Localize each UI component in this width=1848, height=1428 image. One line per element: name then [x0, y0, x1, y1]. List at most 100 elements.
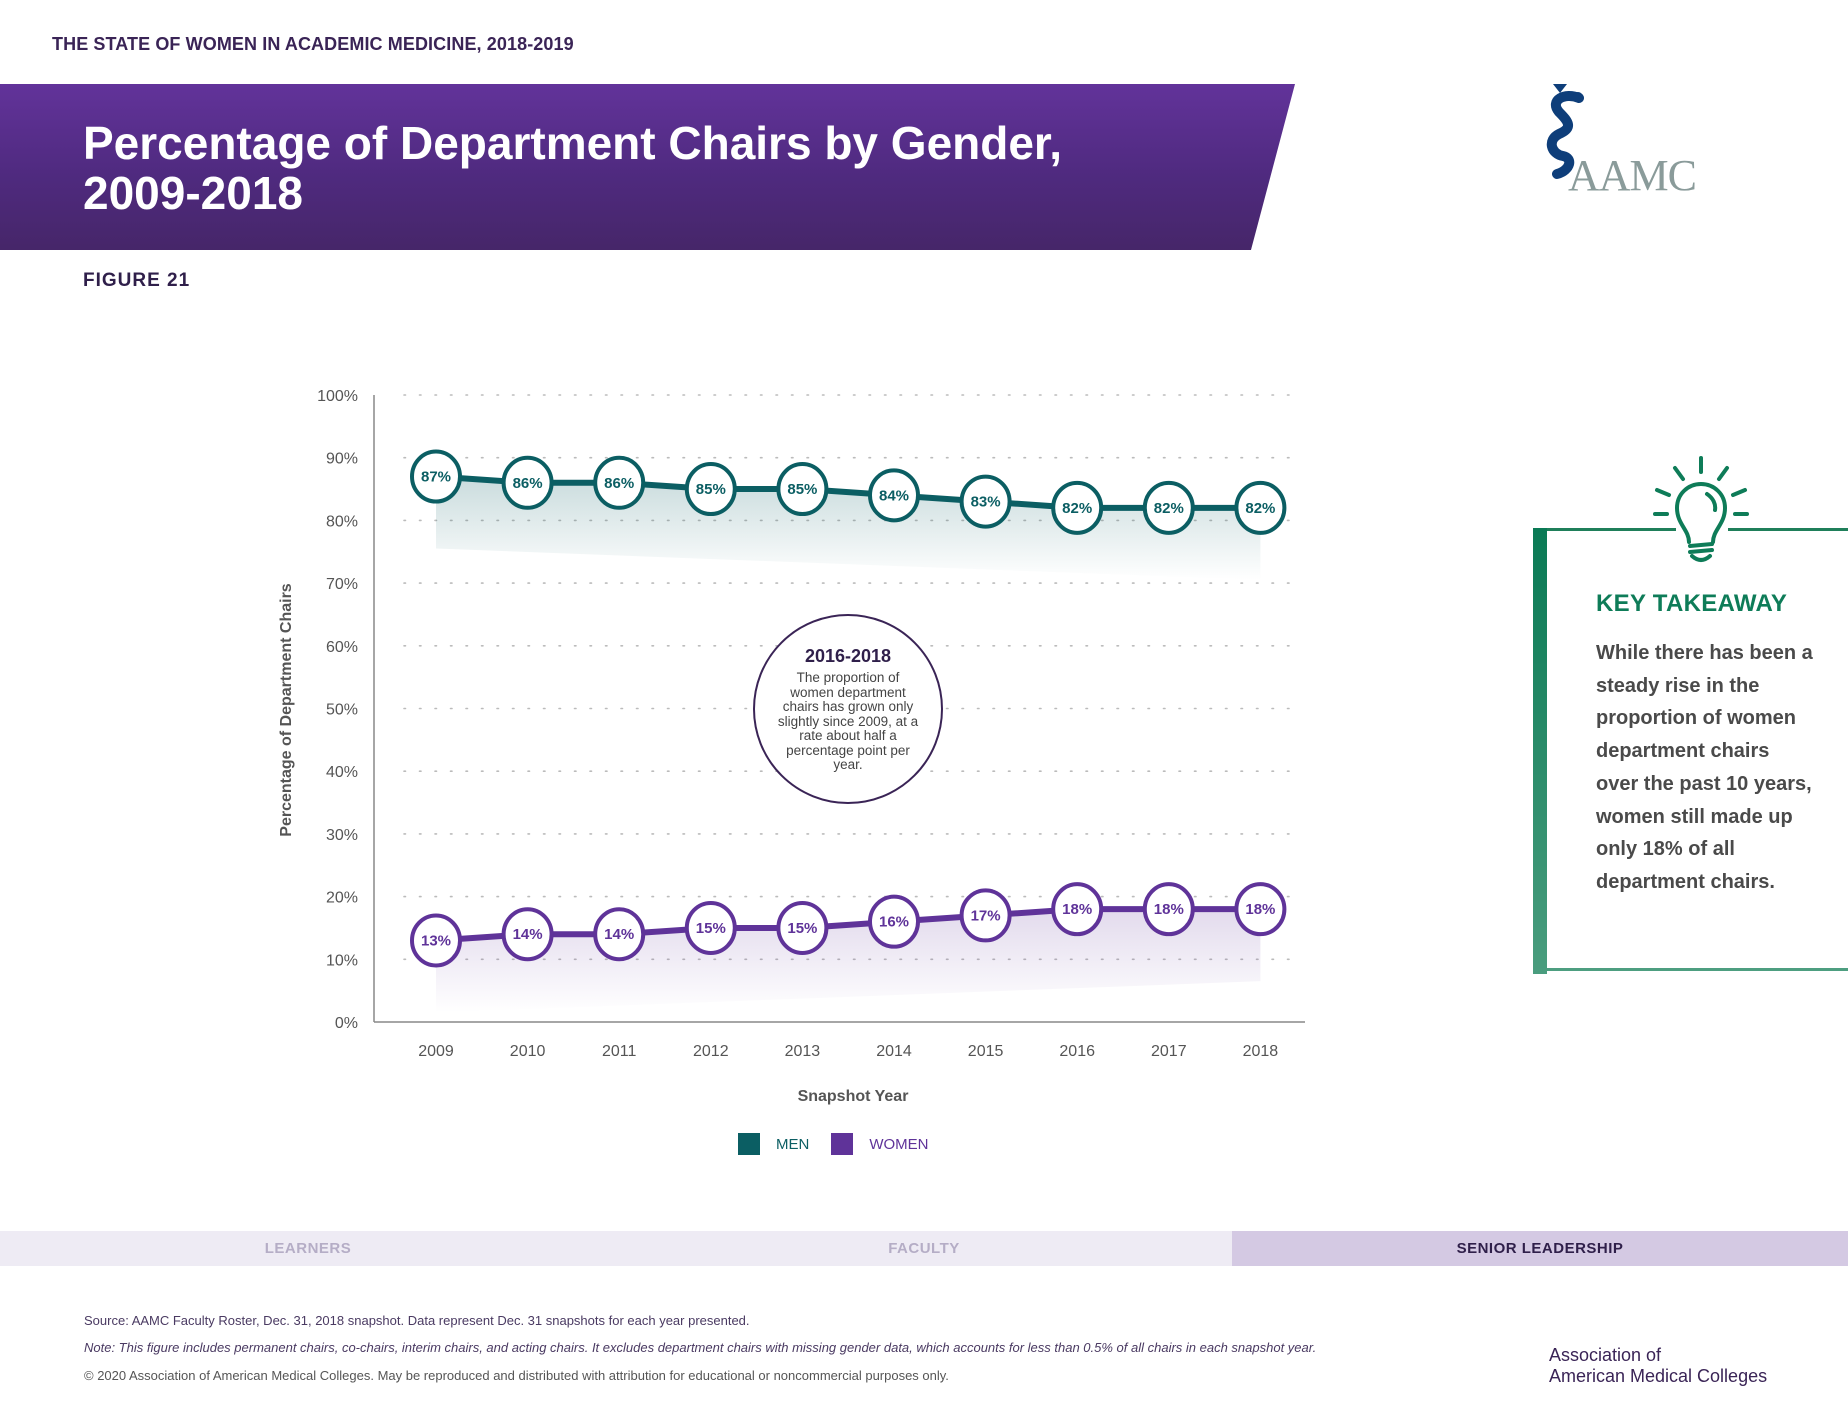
data-label: 87%: [421, 469, 451, 486]
data-label: 82%: [1245, 500, 1275, 517]
point-marker: [959, 474, 1012, 529]
point-marker: [1142, 882, 1195, 937]
point-marker: [501, 455, 554, 510]
point-marker: [1051, 882, 1104, 937]
point-marker: [1234, 882, 1287, 937]
tab-learners[interactable]: LEARNERS: [264, 1240, 352, 1257]
title-banner: [0, 84, 1295, 250]
data-label: 13%: [421, 932, 451, 949]
point-marker: [684, 462, 737, 517]
x-tick-label: 2015: [968, 1043, 1004, 1060]
y-tick-label: 10%: [326, 952, 358, 969]
legend-label-men: MEN: [776, 1135, 810, 1153]
data-point-women: 18%: [1142, 882, 1195, 937]
data-label: 86%: [513, 475, 543, 492]
report-supertitle: THE STATE OF WOMEN IN ACADEMIC MEDICINE,…: [52, 34, 574, 54]
x-tick-label: 2016: [1059, 1043, 1095, 1060]
y-tick-label: 60%: [326, 639, 358, 656]
line-women: [435, 906, 1261, 944]
point-marker: [959, 888, 1012, 943]
point-marker: [593, 907, 646, 962]
point-marker: [1234, 480, 1287, 535]
point-marker: [410, 913, 462, 968]
point-marker: [1142, 480, 1195, 535]
point-marker: [684, 900, 737, 955]
data-label: 14%: [604, 926, 634, 943]
y-tick-label: 0%: [335, 1015, 358, 1032]
data-label: 15%: [787, 920, 817, 937]
data-point-men: 85%: [684, 462, 737, 517]
figure-note: Note: This figure includes permanent cha…: [84, 1340, 1317, 1355]
legend-swatch-women: [831, 1133, 854, 1155]
bulb-border-gap: [1676, 520, 1728, 532]
data-point-men: 82%: [1051, 480, 1104, 535]
y-axis-title: Percentage of Department Chairs: [278, 583, 295, 837]
point-marker: [593, 455, 646, 510]
takeaway-title: KEY TAKEAWAY: [1596, 590, 1788, 617]
x-tick-label: 2010: [510, 1043, 546, 1060]
takeaway-accent-bar: [1533, 528, 1547, 974]
copyright-note: © 2020 Association of American Medical C…: [84, 1368, 949, 1383]
x-tick-label: 2014: [876, 1043, 912, 1060]
organization-name: Association of American Medical Colleges: [1549, 1345, 1767, 1387]
figure-label: FIGURE 21: [83, 270, 191, 291]
aamc-logo-icon: [1546, 84, 1584, 179]
lightbulb-icon: [1653, 456, 1749, 562]
data-point-men: 86%: [593, 455, 646, 510]
legend-item-men: MEN: [738, 1133, 809, 1155]
x-tick-label: 2017: [1151, 1043, 1187, 1060]
y-tick-label: 80%: [326, 513, 358, 530]
data-point-women: 18%: [1051, 882, 1104, 937]
chart-legend: MEN WOMEN: [738, 1133, 951, 1155]
y-tick-label: 70%: [326, 576, 358, 593]
aamc-logo-text: AAMC: [1568, 151, 1697, 200]
organization-name-line1: Association of: [1549, 1345, 1662, 1365]
data-label: 18%: [1062, 901, 1092, 918]
line-men: [435, 473, 1261, 511]
data-point-women: 16%: [868, 894, 920, 949]
legend-label-women: WOMEN: [869, 1135, 929, 1153]
point-marker: [501, 907, 554, 962]
data-label: 82%: [1154, 500, 1184, 517]
data-label: 18%: [1245, 901, 1275, 918]
point-marker: [868, 894, 920, 949]
data-point-women: 18%: [1234, 882, 1287, 937]
x-axis-title: Snapshot Year: [798, 1088, 909, 1105]
point-marker: [1051, 480, 1104, 535]
data-label: 16%: [879, 914, 909, 931]
data-point-men: 85%: [776, 462, 829, 517]
data-label: 85%: [696, 481, 726, 498]
point-marker: [868, 468, 920, 523]
point-marker: [776, 900, 829, 955]
data-label: 83%: [971, 494, 1001, 511]
data-point-men: 82%: [1234, 480, 1287, 535]
x-tick-label: 2011: [602, 1043, 637, 1060]
data-label: 15%: [696, 920, 726, 937]
tab-senior-leadership[interactable]: SENIOR LEADERSHIP: [1232, 1231, 1848, 1266]
data-point-women: 13%: [410, 913, 462, 968]
area-men: [436, 476, 1261, 580]
tab-faculty[interactable]: FACULTY: [888, 1240, 960, 1257]
data-point-women: 17%: [959, 888, 1012, 943]
data-point-men: 87%: [410, 449, 462, 504]
organization-name-line2: American Medical Colleges: [1549, 1366, 1768, 1386]
point-marker: [410, 449, 462, 504]
page-title: Percentage of Department Chairs by Gende…: [83, 117, 1063, 219]
data-label: 84%: [879, 487, 909, 504]
data-point-men: 83%: [959, 474, 1012, 529]
y-tick-label: 30%: [326, 827, 358, 844]
data-label: 86%: [604, 475, 634, 492]
legend-swatch-men: [738, 1133, 760, 1155]
y-tick-label: 20%: [326, 890, 358, 907]
data-point-women: 15%: [776, 900, 829, 955]
data-label: 18%: [1154, 901, 1184, 918]
data-point-women: 14%: [593, 907, 646, 962]
takeaway-body: While there has been a steady rise in th…: [1596, 642, 1813, 893]
annotation-text: The proportion of women department chair…: [777, 670, 919, 772]
data-label: 17%: [971, 907, 1001, 924]
data-label: 14%: [513, 926, 543, 943]
x-tick-label: 2018: [1243, 1043, 1279, 1060]
data-point-women: 14%: [501, 907, 554, 962]
data-point-men: 84%: [868, 468, 920, 523]
